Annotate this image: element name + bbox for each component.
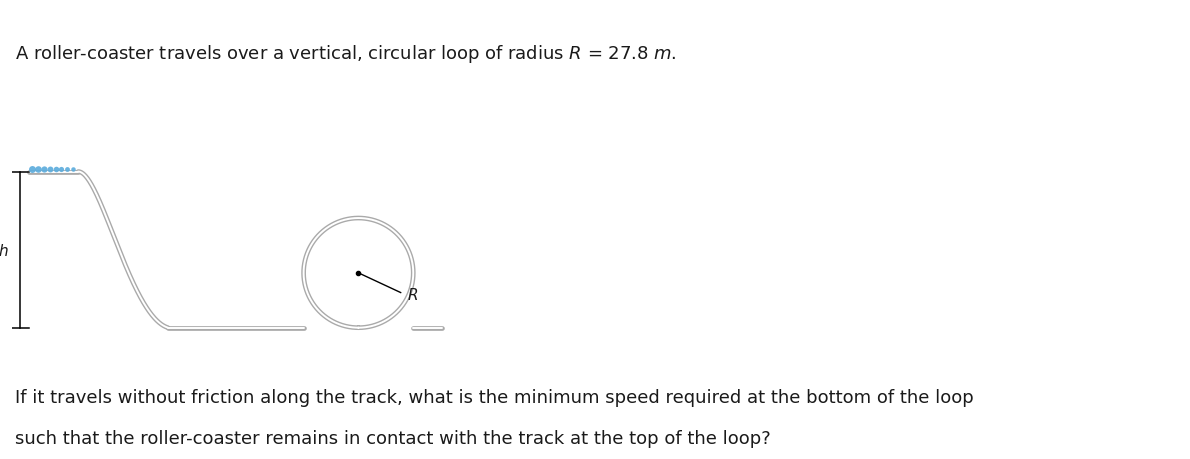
Text: If it travels without friction along the track, what is the minimum speed requir: If it travels without friction along the… [15, 388, 975, 406]
Text: such that the roller-coaster remains in contact with the track at the top of the: such that the roller-coaster remains in … [15, 429, 771, 448]
Text: A roller-coaster travels over a vertical, circular loop of radius $R$ = 27.8 $m.: A roller-coaster travels over a vertical… [15, 43, 677, 65]
Text: $R$: $R$ [407, 286, 418, 302]
Text: $h$: $h$ [0, 242, 8, 258]
